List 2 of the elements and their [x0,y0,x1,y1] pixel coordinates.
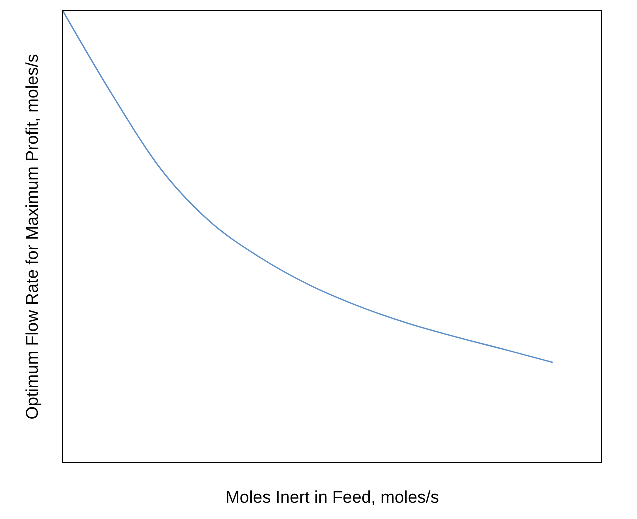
y-axis-title: Optimum Flow Rate for Maximum Profit, moles/s [23,54,42,420]
x-axis-title: Moles Inert in Feed, moles/s [226,488,440,507]
